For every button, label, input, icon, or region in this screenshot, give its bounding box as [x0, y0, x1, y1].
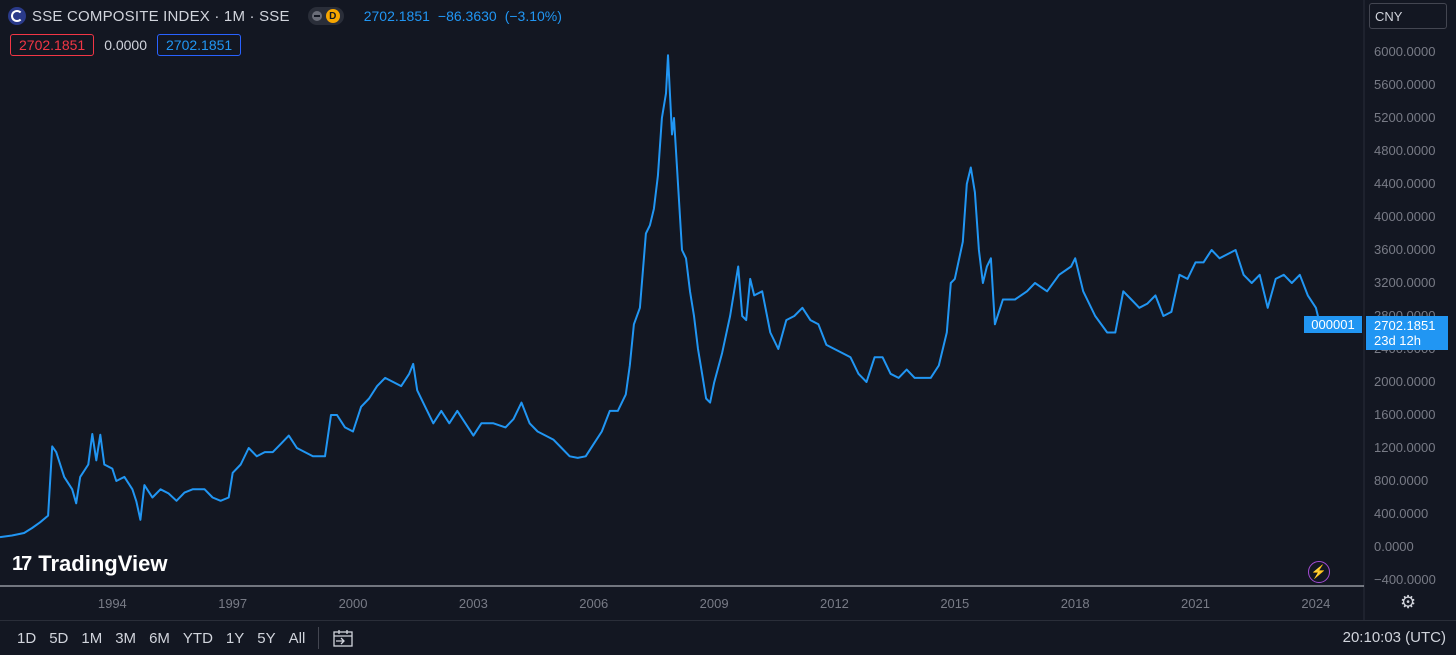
y-tick-label: 1600.0000 [1374, 407, 1435, 422]
last-price-tag: 2702.1851 23d 12h [1366, 316, 1448, 350]
price-summary: 2702.1851 −86.3630 (−3.10%) [364, 8, 562, 24]
symbol-tag: 000001 [1304, 316, 1362, 333]
range-button-5d[interactable]: 5D [49, 629, 69, 647]
symbol-logo-icon[interactable] [8, 7, 26, 25]
chart-header: SSE COMPOSITE INDEX · 1M · SSE D 2702.18… [8, 6, 562, 26]
y-tick-label: 400.0000 [1374, 506, 1428, 521]
x-tick-label: 2000 [339, 596, 368, 611]
sell-price-box[interactable]: 2702.1851 [10, 34, 95, 56]
y-tick-label: 4800.0000 [1374, 143, 1435, 158]
x-tick-label: 2006 [579, 596, 608, 611]
spread-value: 0.0000 [104, 37, 148, 53]
toolbar-separator [318, 627, 320, 649]
x-tick-label: 2024 [1301, 596, 1330, 611]
symbol-tag-label: 000001 [1311, 317, 1355, 332]
y-tick-label: 4400.0000 [1374, 176, 1435, 191]
tv-logo-text: TradingView [38, 551, 168, 576]
tradingview-logo[interactable]: 17 TradingView [12, 551, 167, 577]
range-buttons: 1D 5D 1M 3M 6M YTD 1Y 5Y All [17, 630, 305, 647]
x-tick-label: 2015 [940, 596, 969, 611]
price-series-line [0, 54, 1321, 539]
y-tick-label: −400.0000 [1374, 572, 1436, 587]
currency-selector[interactable]: CNY [1369, 3, 1447, 29]
range-button-1d[interactable]: 1D [17, 629, 37, 647]
ohlc-row: 2702.1851 0.0000 2702.1851 [10, 34, 242, 56]
price-change-pct: (−3.10%) [504, 8, 562, 24]
range-button-all[interactable]: All [288, 629, 306, 647]
go-to-date-calendar-icon[interactable] [333, 629, 353, 647]
y-tick-label: 3200.0000 [1374, 275, 1435, 290]
y-tick-label: 4000.0000 [1374, 209, 1435, 224]
lightning-icon[interactable]: ⚡ [1308, 561, 1330, 583]
status-badges[interactable]: D [307, 7, 344, 25]
range-button-6m[interactable]: 6M [149, 629, 170, 647]
range-button-1y[interactable]: 1Y [225, 629, 245, 647]
y-tick-label: 3600.0000 [1374, 242, 1435, 257]
x-tick-label: 2012 [820, 596, 849, 611]
market-closed-icon[interactable] [311, 11, 322, 21]
range-button-ytd[interactable]: YTD [182, 629, 213, 647]
settings-gear-icon[interactable]: ⚙ [1400, 592, 1417, 612]
buy-price-box[interactable]: 2702.1851 [157, 34, 242, 56]
x-tick-label: 2009 [700, 596, 729, 611]
y-tick-label: 0.0000 [1374, 539, 1414, 554]
x-tick-label: 1994 [98, 596, 127, 611]
y-tick-label: 5200.0000 [1374, 110, 1435, 125]
price-chart[interactable]: −400.0000 0.0000 400.0000 800.0000 1200.0000… [0, 0, 1456, 620]
bar-countdown: 23d 12h [1374, 333, 1421, 348]
bottom-toolbar: 1D 5D 1M 3M 6M YTD 1Y 5Y All 20:10:03 (UTC) [0, 620, 1456, 655]
x-tick-label: 2003 [459, 596, 488, 611]
range-button-3m[interactable]: 3M [115, 629, 137, 647]
x-tick-label: 1997 [218, 596, 247, 611]
last-price-tag-value: 2702.1851 [1374, 318, 1436, 333]
tv-logo-icon: 17 [12, 552, 32, 575]
last-price: 2702.1851 [363, 8, 430, 24]
currency-label: CNY [1375, 8, 1403, 24]
y-tick-label: 2000.0000 [1374, 374, 1435, 389]
x-tick-label: 2018 [1061, 596, 1090, 611]
time-axis: 1994 1997 2000 2003 2006 2009 2012 2015 2018 2021… [98, 596, 1330, 611]
x-tick-label: 2021 [1181, 596, 1210, 611]
y-tick-label: 5600.0000 [1374, 77, 1435, 92]
utc-clock[interactable]: 20:10:03 (UTC) [1342, 629, 1446, 646]
y-tick-label: 800.0000 [1374, 473, 1428, 488]
price-change: −86.3630 [437, 8, 497, 24]
y-tick-label: 1200.0000 [1374, 440, 1435, 455]
delayed-data-badge[interactable]: D [325, 9, 340, 23]
y-tick-label: 6000.0000 [1374, 44, 1435, 59]
range-button-1m[interactable]: 1M [81, 629, 103, 647]
symbol-title[interactable]: SSE COMPOSITE INDEX · 1M · SSE [32, 7, 290, 25]
range-button-5y[interactable]: 5Y [257, 629, 276, 647]
